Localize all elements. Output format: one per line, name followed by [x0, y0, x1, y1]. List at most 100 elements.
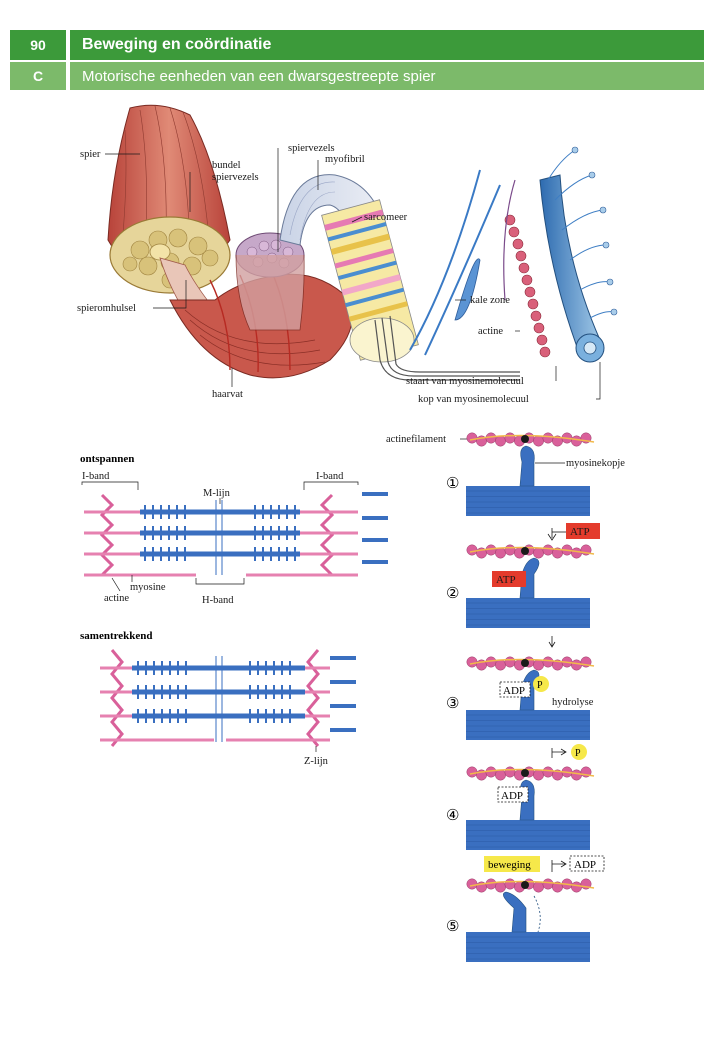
actin-bead	[466, 544, 478, 556]
previous-head-position	[533, 895, 541, 933]
relaxed-actine: actine	[104, 593, 129, 604]
cycle-panel	[466, 878, 595, 962]
cycle-panel	[466, 544, 595, 628]
binding-site	[521, 659, 529, 667]
myosin-head	[519, 557, 540, 599]
cycle-panel	[466, 656, 595, 740]
actin-bead	[466, 656, 478, 668]
atp-label-incoming: ATP	[570, 526, 590, 538]
actin-bead	[495, 659, 506, 671]
binding-site	[521, 435, 529, 443]
actin-bead	[542, 656, 554, 668]
actin-bead	[571, 659, 582, 671]
label-bundel: bundel	[212, 160, 241, 171]
step-2: ②	[446, 586, 459, 602]
step-3: ③	[446, 696, 459, 712]
p-circle-step3	[533, 676, 549, 692]
myosin-head	[503, 891, 527, 933]
actin-bead	[571, 881, 582, 893]
hydrolyse-label: hydrolyse	[552, 697, 594, 708]
label-kale-zone: kale zone	[470, 295, 510, 306]
adp-tag-step4	[497, 786, 529, 803]
p-circle-step4	[571, 744, 587, 760]
label-haarvat: haarvat	[212, 389, 243, 400]
contracted-title: samentrekkend	[80, 630, 153, 642]
muscle-illustration	[107, 104, 618, 381]
myosin-filament	[466, 486, 590, 516]
section-letter: C	[32, 68, 44, 84]
section-header: C Motorische eenheden van een dwarsgestr…	[10, 62, 704, 90]
actin-bead	[504, 656, 516, 668]
actin-bead	[466, 878, 478, 890]
label-spieromhulsel: spieromhulsel	[77, 303, 136, 314]
actin-bead	[542, 878, 554, 890]
relaxed-title: ontspannen	[80, 453, 134, 465]
actin-bead	[542, 432, 554, 444]
label-spiervezels-bundle: spiervezels	[212, 172, 259, 183]
adp-label-step3: ADP	[503, 685, 525, 697]
beweging-label: beweging	[488, 859, 531, 871]
contracted-sarcomere	[100, 649, 356, 747]
cycle-panels	[466, 432, 595, 962]
actin-bead	[495, 769, 506, 781]
cycle-actinefilament-label: actinefilament	[386, 434, 446, 445]
actin-bead	[504, 878, 516, 890]
label-kop: kop van myosinemolecuul	[418, 394, 529, 405]
cycle-panel	[466, 766, 595, 850]
relaxed-iband-right: I-band	[316, 471, 344, 482]
label-spiervezels: spiervezels	[288, 143, 335, 154]
actin-bead	[533, 881, 544, 893]
p-label-step4: P	[575, 748, 581, 759]
actin-bead	[542, 766, 554, 778]
anatomy-leader-lines	[105, 148, 601, 400]
cycle-panel	[466, 432, 595, 516]
actin-bead	[533, 435, 544, 447]
adp-tag-step5	[569, 855, 605, 872]
page-number: 90	[30, 37, 46, 53]
myosin-filament	[466, 598, 590, 628]
label-myofibril: myofibril	[325, 154, 365, 165]
actin-bead	[495, 435, 506, 447]
relaxed-mlijn: M-lijn	[203, 488, 231, 499]
actin-bead	[533, 547, 544, 559]
label-spier: spier	[80, 149, 101, 160]
actin-bead	[466, 766, 478, 778]
cycle-myosinekopje-label: myosinekopje	[566, 458, 625, 469]
actin-bead	[571, 769, 582, 781]
relaxed-iband-left: I-band	[82, 471, 110, 482]
atp-tag-bound	[492, 571, 526, 587]
chapter-title: Beweging en coördinatie	[82, 36, 272, 53]
atp-label-bound: ATP	[496, 574, 516, 586]
myosin-filament	[466, 710, 590, 740]
step-1: ①	[446, 476, 459, 492]
myosin-head	[519, 445, 535, 487]
p-label-step3: P	[537, 680, 543, 691]
adp-tag-step3	[499, 681, 531, 698]
actin-bead	[504, 544, 516, 556]
atp-tag-incoming	[566, 523, 600, 539]
section-title: Motorische eenheden van een dwarsgestree…	[82, 67, 436, 85]
header-separator	[66, 62, 70, 90]
myosin-filament	[466, 932, 590, 962]
actin-bead	[504, 432, 516, 444]
actin-bead	[466, 432, 478, 444]
actin-bead	[504, 766, 516, 778]
contracted-zlijn: Z-lijn	[304, 756, 329, 767]
chapter-header: 90 Beweging en coördinatie	[10, 30, 704, 60]
relaxed-sarcomere	[84, 492, 388, 577]
label-sarcomeer: sarcomeer	[364, 212, 408, 223]
myosin-filament	[466, 820, 590, 850]
step-4: ④	[446, 808, 459, 824]
relaxed-myosine: myosine	[130, 582, 166, 593]
actin-bead	[542, 544, 554, 556]
actin-bead	[495, 547, 506, 559]
binding-site	[521, 769, 529, 777]
binding-site	[521, 547, 529, 555]
actin-bead	[533, 769, 544, 781]
header-separator	[66, 30, 70, 60]
label-staart: staart van myosinemolecuul	[406, 376, 524, 387]
relaxed-hband: H-band	[202, 595, 234, 606]
actin-bead	[533, 659, 544, 671]
label-actine: actine	[478, 326, 503, 337]
